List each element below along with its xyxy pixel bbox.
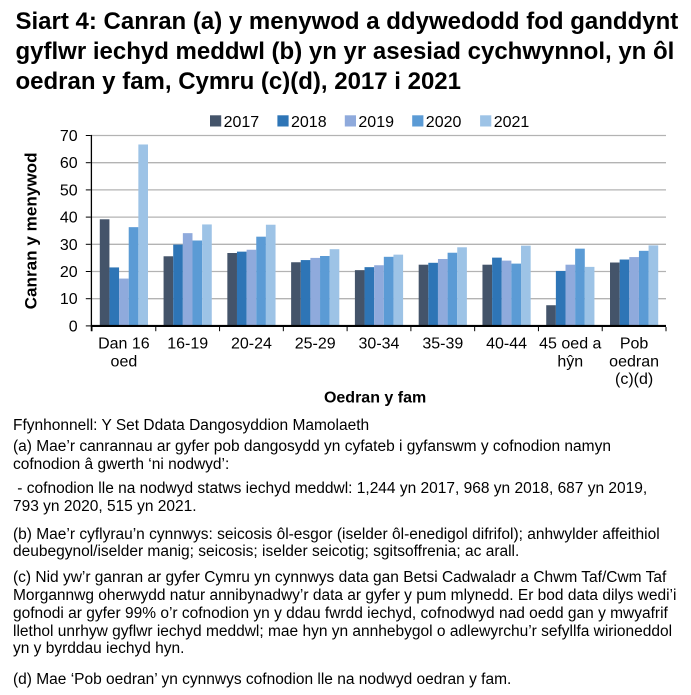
svg-text:40-44: 40-44 — [486, 336, 527, 353]
svg-text:2018: 2018 — [291, 114, 327, 131]
svg-text:40: 40 — [60, 210, 78, 227]
svg-text:2017: 2017 — [224, 114, 260, 131]
svg-text:Canran y menywod: Canran y menywod — [21, 152, 40, 309]
svg-text:16-19: 16-19 — [167, 336, 208, 353]
svg-text:Dan 16: Dan 16 — [98, 336, 150, 353]
svg-text:60: 60 — [60, 155, 78, 172]
svg-text:30: 30 — [60, 237, 78, 254]
svg-text:2020: 2020 — [426, 114, 462, 131]
svg-text:20: 20 — [60, 264, 78, 281]
svg-text:oedran: oedran — [609, 353, 659, 370]
svg-text:70: 70 — [60, 128, 78, 145]
svg-text:10: 10 — [60, 291, 78, 308]
svg-text:(c)(d): (c)(d) — [615, 371, 653, 388]
svg-text:20-24: 20-24 — [231, 336, 272, 353]
svg-text:30-34: 30-34 — [359, 336, 400, 353]
svg-text:hŷn: hŷn — [557, 353, 583, 370]
svg-text:35-39: 35-39 — [422, 336, 463, 353]
svg-text:0: 0 — [69, 318, 78, 335]
svg-text:oed: oed — [111, 353, 138, 370]
svg-text:Pob: Pob — [620, 336, 649, 353]
svg-text:25-29: 25-29 — [295, 336, 336, 353]
svg-text:2019: 2019 — [358, 114, 394, 131]
svg-text:Oedran y fam: Oedran y fam — [324, 389, 426, 406]
svg-text:45 oed a: 45 oed a — [539, 336, 601, 353]
svg-text:50: 50 — [60, 182, 78, 199]
svg-text:2021: 2021 — [494, 114, 530, 131]
